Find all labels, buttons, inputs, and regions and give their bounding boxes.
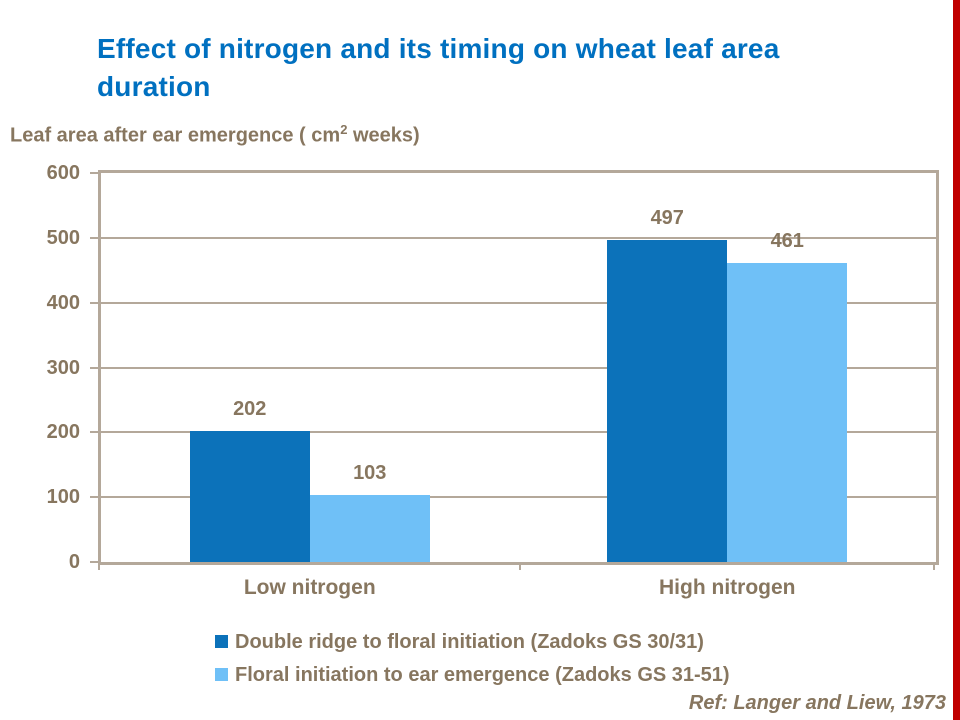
reference-note: Ref: Langer and Liew, 1973 (688, 692, 946, 714)
x-tick-mark-1 (518, 563, 521, 570)
slide-accent-bar (953, 0, 960, 720)
y-axis-title: Leaf area after ear emergence ( cm2 week… (10, 122, 420, 148)
y-tick-label-600: 600 (46, 162, 80, 184)
x-tick-mark-2 (933, 563, 935, 570)
gridline-500 (101, 236, 936, 239)
y-axis-title-text: Leaf area after ear emergence ( cm (10, 124, 341, 147)
y-tick-mark-300 (90, 366, 98, 369)
y-tick-mark-200 (90, 431, 98, 434)
bar-low-series1 (189, 431, 310, 562)
legend-label-2: Floral initiation to ear emergence (Zado… (235, 664, 730, 686)
category-label-low-nitrogen: Low nitrogen (243, 576, 376, 599)
legend-row-1: Double ridge to floral initiation (Zadok… (215, 630, 730, 655)
y-tick-mark-100 (90, 496, 98, 499)
y-tick-label-400: 400 (46, 291, 80, 314)
chart-title: Effect of nitrogen and its timing on whe… (97, 33, 780, 103)
gridline-200 (101, 431, 936, 434)
bar-value-label-497: 497 (650, 206, 684, 229)
bar-value-label-202: 202 (233, 398, 267, 421)
y-tick-label-300: 300 (46, 356, 80, 379)
gridline-100 (101, 496, 936, 499)
y-tick-mark-400 (90, 301, 98, 304)
y-tick-mark-600 (90, 172, 98, 174)
bar-low-series2 (309, 495, 430, 562)
legend-swatch-2 (215, 668, 228, 681)
y-tick-label-500: 500 (46, 226, 80, 249)
legend-label-1: Double ridge to floral initiation (Zadok… (235, 631, 704, 653)
gridline-400 (101, 301, 936, 304)
y-tick-mark-0 (90, 561, 98, 563)
y-tick-mark-500 (90, 236, 98, 239)
bar-value-label-103: 103 (353, 462, 387, 485)
legend: Double ridge to floral initiation (Zadok… (215, 630, 730, 696)
category-label-high-nitrogen: High nitrogen (659, 576, 796, 599)
gridline-300 (101, 366, 936, 369)
y-axis-title-units: weeks) (347, 124, 420, 147)
bar-high-series2 (727, 263, 848, 562)
y-tick-label-0: 0 (68, 551, 80, 573)
x-tick-mark-0 (98, 563, 100, 570)
legend-row-2: Floral initiation to ear emergence (Zado… (215, 663, 730, 688)
bar-value-label-461: 461 (770, 230, 804, 253)
bar-high-series1 (607, 239, 728, 562)
y-tick-label-100: 100 (46, 486, 80, 509)
y-tick-label-200: 200 (46, 421, 80, 444)
legend-swatch-1 (215, 635, 228, 648)
y-axis-title-superscript: 2 (340, 122, 348, 137)
plot-area: 202 103 497 461 (98, 170, 939, 565)
